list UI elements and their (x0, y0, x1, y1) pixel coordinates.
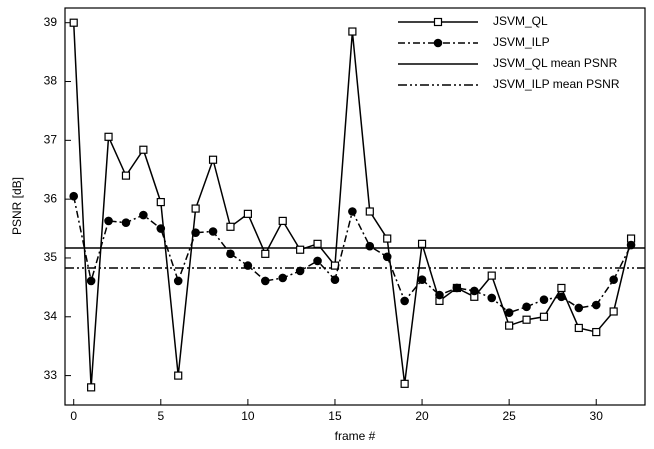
marker (173, 276, 183, 286)
marker (539, 295, 549, 305)
marker (452, 283, 462, 293)
marker (609, 307, 618, 316)
marker (174, 371, 183, 380)
y-tick-label: 35 (44, 250, 58, 264)
marker (505, 321, 514, 330)
marker (295, 266, 305, 276)
marker (522, 302, 531, 312)
marker (87, 383, 96, 392)
marker (626, 240, 636, 250)
marker (365, 207, 374, 216)
marker (365, 241, 375, 251)
marker (470, 286, 479, 296)
plot-frame (64, 7, 646, 406)
marker (191, 204, 200, 213)
marker (243, 209, 252, 218)
marker (156, 224, 166, 233)
legend-marker (433, 38, 443, 48)
marker (487, 271, 496, 280)
marker (313, 256, 322, 266)
marker (208, 227, 218, 236)
marker (226, 222, 235, 231)
marker (156, 197, 165, 207)
marker (504, 308, 514, 317)
marker (383, 234, 392, 243)
marker (226, 249, 235, 259)
marker (104, 132, 113, 141)
legend-label: JSVM_ILP (493, 35, 550, 49)
marker (400, 296, 409, 306)
x-tick-label: 0 (70, 409, 77, 423)
marker (382, 252, 392, 262)
marker (487, 293, 497, 303)
legend-marker (433, 17, 443, 27)
x-tick-label: 25 (502, 409, 516, 423)
legend-label: JSVM_QL (493, 14, 548, 28)
marker (86, 276, 96, 286)
x-axis-label: frame # (335, 429, 376, 443)
marker (435, 290, 444, 300)
x-tick-label: 30 (590, 409, 604, 423)
marker (313, 239, 322, 248)
marker (69, 18, 78, 27)
marker (278, 216, 287, 226)
marker (557, 283, 566, 293)
marker (574, 303, 584, 313)
marker (69, 191, 79, 201)
marker (348, 207, 357, 216)
y-tick-label: 38 (44, 74, 58, 88)
marker (121, 218, 131, 227)
marker (243, 261, 253, 270)
marker (191, 228, 200, 237)
marker (591, 300, 601, 310)
marker (417, 239, 427, 248)
x-tick-label: 20 (415, 409, 429, 423)
x-tick-label: 10 (241, 409, 255, 423)
marker (574, 323, 583, 333)
marker (592, 327, 601, 337)
marker (121, 171, 131, 180)
marker (104, 216, 113, 226)
marker (139, 145, 148, 154)
marker (278, 273, 288, 283)
marker (522, 315, 531, 324)
x-tick-label: 15 (328, 409, 342, 423)
marker (208, 155, 218, 164)
y-tick-label: 37 (44, 133, 58, 147)
legend-label: JSVM_ILP mean PSNR (493, 77, 620, 91)
y-tick-label: 34 (44, 309, 58, 323)
marker (261, 276, 270, 286)
marker (400, 379, 409, 388)
marker (417, 275, 427, 285)
y-axis-label: PSNR [dB] (10, 177, 24, 235)
marker (296, 245, 305, 254)
marker (609, 275, 618, 285)
marker (139, 210, 148, 220)
marker (539, 312, 549, 321)
marker (261, 249, 270, 258)
marker (348, 27, 357, 36)
x-tick-label: 5 (157, 409, 164, 423)
marker (557, 292, 566, 302)
marker (330, 275, 340, 285)
legend-label: JSVM_QL mean PSNR (493, 56, 618, 70)
y-tick-label: 36 (44, 191, 58, 205)
y-tick-label: 39 (44, 15, 58, 29)
y-tick-label: 33 (44, 368, 58, 382)
